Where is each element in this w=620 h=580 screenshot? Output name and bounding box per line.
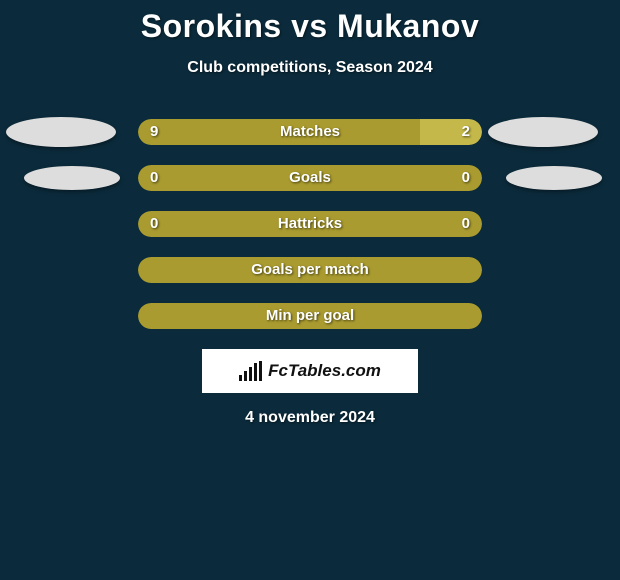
stat-row: Min per goal — [0, 303, 620, 329]
stat-bar — [138, 303, 482, 329]
logo-chart-icon — [239, 361, 262, 381]
logo-box[interactable]: FcTables.com — [202, 349, 418, 393]
stat-left-value: 0 — [150, 165, 158, 191]
subtitle: Club competitions, Season 2024 — [0, 59, 620, 77]
stat-right-value: 2 — [462, 119, 470, 145]
date-label: 4 november 2024 — [0, 409, 620, 427]
stat-row: 92Matches — [0, 119, 620, 145]
bar-fill — [138, 165, 482, 191]
bar-outline — [138, 257, 482, 283]
logo-text: FcTables.com — [268, 361, 381, 381]
stat-left-value: 9 — [150, 119, 158, 145]
bar-fill — [138, 211, 482, 237]
player-ellipse-left — [24, 166, 120, 190]
player-ellipse-left — [6, 117, 116, 147]
stat-right-value: 0 — [462, 165, 470, 191]
stat-bar — [138, 211, 482, 237]
stat-bar — [138, 119, 482, 145]
stat-left-value: 0 — [150, 211, 158, 237]
bar-left-segment — [138, 119, 420, 145]
bar-right-segment — [420, 119, 482, 145]
bar-outline — [138, 303, 482, 329]
page-title: Sorokins vs Mukanov — [0, 8, 620, 45]
stat-row: 00Hattricks — [0, 211, 620, 237]
stat-rows: 92Matches00Goals00HattricksGoals per mat… — [0, 119, 620, 329]
stat-row: 00Goals — [0, 165, 620, 191]
stat-bar — [138, 257, 482, 283]
stat-right-value: 0 — [462, 211, 470, 237]
player-ellipse-right — [506, 166, 602, 190]
player-ellipse-right — [488, 117, 598, 147]
stat-row: Goals per match — [0, 257, 620, 283]
stat-bar — [138, 165, 482, 191]
comparison-card: Sorokins vs Mukanov Club competitions, S… — [0, 0, 620, 427]
